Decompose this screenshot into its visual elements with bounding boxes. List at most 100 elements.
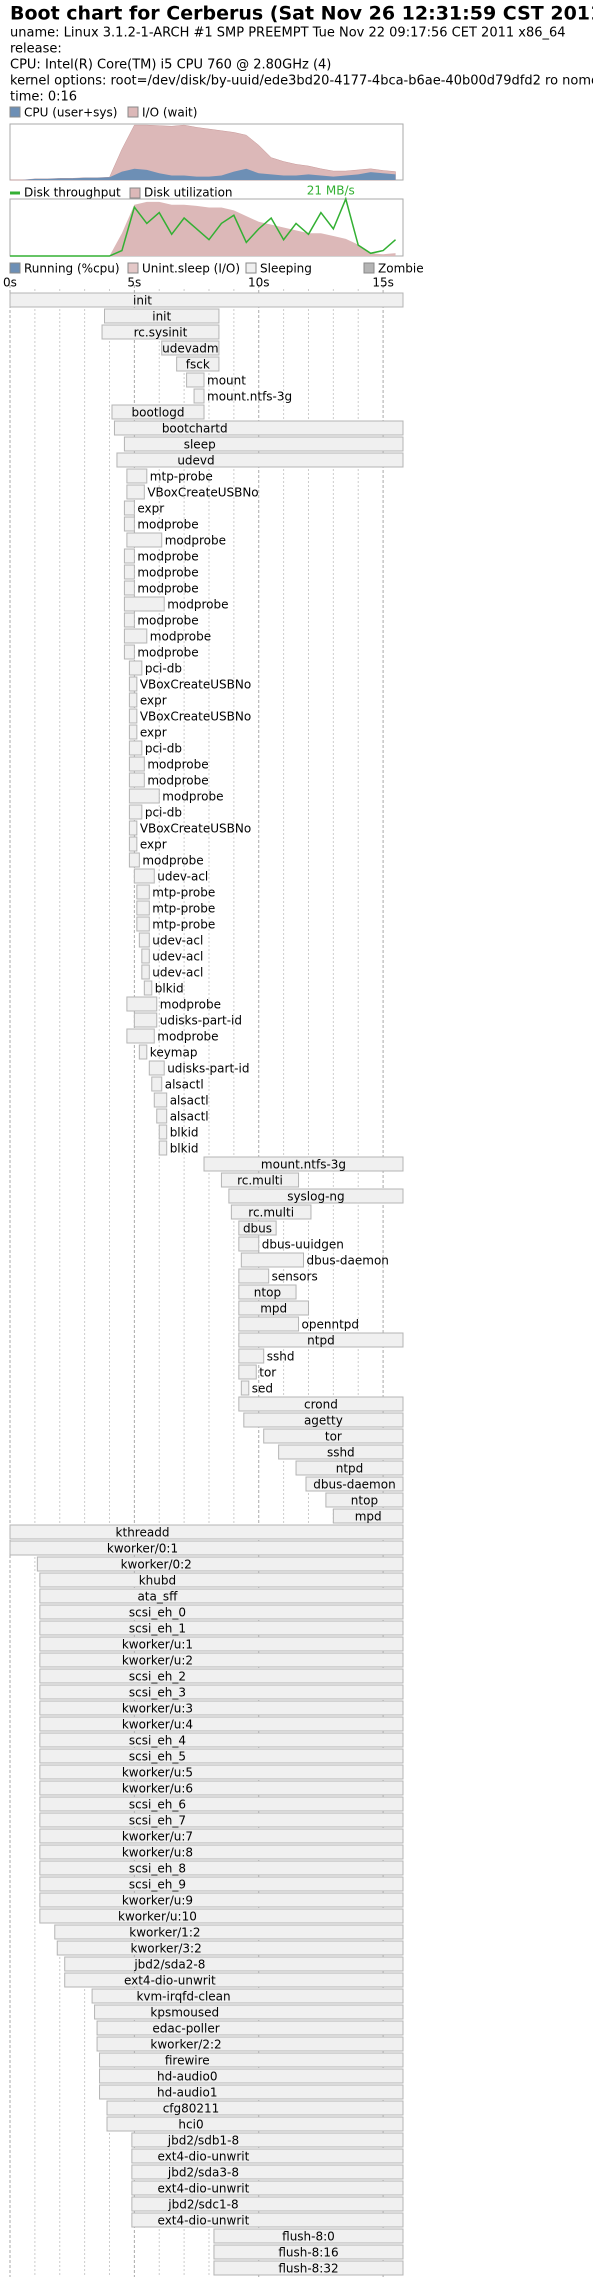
process-bar [39, 1620, 404, 1636]
process-label: kworker/u:5 [122, 1766, 193, 1780]
process-bar [104, 308, 220, 324]
process-label: ntop [254, 1286, 281, 1300]
process-label: expr [140, 838, 167, 852]
process-label: modprobe [167, 598, 228, 612]
process-label: scsi_eh_9 [129, 1878, 186, 1892]
process-label: mount [207, 374, 246, 388]
process-label: scsi_eh_6 [129, 1798, 186, 1812]
process-bar [128, 788, 160, 804]
process-label: sed [252, 1382, 273, 1396]
process-label: mpd [260, 1302, 287, 1316]
process-bar [64, 1956, 404, 1972]
process-bar [238, 1332, 404, 1348]
legend-label: Sleeping [260, 262, 312, 276]
process-label: jbd2/sdb1-8 [167, 2134, 239, 2148]
process-label: kpsmoused [150, 2006, 219, 2020]
process-label: kworker/u:8 [122, 1846, 193, 1860]
process-label: scsi_eh_4 [129, 1734, 186, 1748]
process-label: sshd [327, 1446, 355, 1460]
process-bar [123, 548, 135, 564]
process-bar [39, 1828, 404, 1844]
x-tick-label: 15s [372, 276, 394, 290]
title: Boot chart for Cerberus (Sat Nov 26 12:3… [10, 3, 593, 25]
process-bar [161, 340, 220, 356]
process-label: alsactl [170, 1094, 209, 1108]
process-label: keymap [150, 1046, 198, 1060]
kernel-options: kernel options: root=/dev/disk/by-uuid/e… [10, 74, 593, 89]
process-bar [39, 1700, 404, 1716]
process-bar [126, 996, 158, 1012]
cpu-area [10, 168, 396, 180]
legend-label: I/O (wait) [142, 106, 197, 120]
process-label: mpd [355, 1510, 382, 1524]
process-label: ext4-dio-unwrit [158, 2182, 250, 2196]
process-bar [156, 1108, 168, 1124]
process-label: scsi_eh_3 [129, 1686, 186, 1700]
process-bar [36, 1556, 404, 1572]
process-bar [123, 436, 404, 452]
process-label: agetty [304, 1414, 343, 1428]
process-label: modprobe [147, 774, 208, 788]
process-label: mtp-probe [152, 886, 215, 900]
process-bar [238, 1316, 300, 1332]
process-label: kworker/0:1 [107, 1542, 178, 1556]
process-label: rc.sysinit [134, 326, 188, 340]
process-bar [39, 1780, 404, 1796]
process-bar [9, 292, 404, 308]
x-tick-label: 10s [248, 276, 270, 290]
legend-label: Disk throughput [24, 186, 121, 200]
process-bar [203, 1156, 404, 1172]
process-bar [295, 1460, 404, 1476]
process-label: expr [140, 726, 167, 740]
process-label: ext4-dio-unwrit [158, 2150, 250, 2164]
process-bar [123, 500, 135, 516]
process-label: modprobe [137, 566, 198, 580]
process-label: expr [137, 502, 164, 516]
process-label: pci-db [145, 742, 182, 756]
process-bar [126, 532, 163, 548]
legend-swatch [9, 262, 21, 274]
x-tick-label: 5s [127, 276, 141, 290]
process-label: udisks-part-id [160, 1014, 242, 1028]
process-bar [278, 1444, 404, 1460]
max-throughput-label: 21 MB/s [307, 184, 355, 198]
process-label: jbd2/sdc1-8 [167, 2198, 238, 2212]
process-bar [101, 324, 220, 340]
process-bar [91, 1988, 404, 2004]
process-bar [99, 2052, 404, 2068]
process-label: blkid [170, 1126, 199, 1140]
legend-label: Zombie [378, 262, 424, 276]
process-label: modprobe [137, 582, 198, 596]
process-bar [131, 2164, 404, 2180]
process-bar [332, 1508, 404, 1524]
legend-swatch [129, 187, 141, 199]
process-label: hd-audio0 [157, 2070, 217, 2084]
throughput-line [10, 196, 397, 257]
process-bar [238, 1300, 309, 1316]
process-label: kworker/u:3 [122, 1702, 193, 1716]
process-bar [136, 884, 150, 900]
process-label: edac-poller [152, 2022, 219, 2036]
process-bar [143, 980, 153, 996]
process-label: flush-8:32 [278, 2262, 338, 2276]
uname: uname: Linux 3.1.2-1-ARCH #1 SMP PREEMPT… [10, 26, 566, 41]
process-bar [148, 1060, 165, 1076]
process-bar [220, 1172, 300, 1188]
legend-swatch [245, 262, 257, 274]
process-label: ext4-dio-unwrit [158, 2214, 250, 2228]
process-bar [243, 1412, 404, 1428]
legend-label: CPU (user+sys) [24, 106, 117, 120]
process-label: udev-acl [152, 966, 203, 980]
process-label: mtp-probe [150, 470, 213, 484]
process-label: mtp-probe [152, 918, 215, 932]
process-bar [39, 1892, 404, 1908]
process-bar [106, 2100, 404, 2116]
process-bar [228, 1188, 404, 1204]
process-label: modprobe [165, 534, 226, 548]
process-label: modprobe [137, 518, 198, 532]
process-label: mount.ntfs-3g [207, 390, 292, 404]
process-label: modprobe [160, 998, 221, 1012]
process-label: modprobe [137, 550, 198, 564]
process-bar [9, 1540, 404, 1556]
process-bar [138, 1044, 148, 1060]
